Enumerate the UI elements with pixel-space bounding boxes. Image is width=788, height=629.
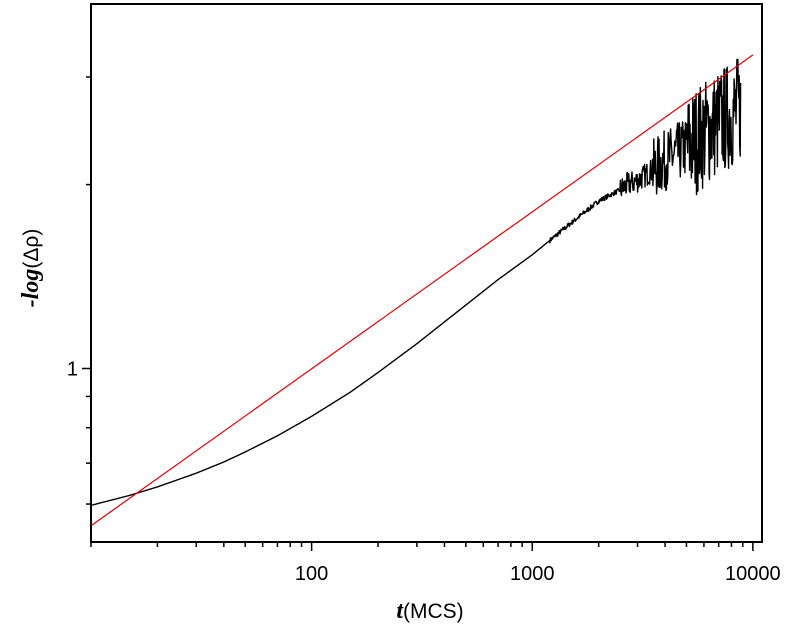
x-tick-label: 1000 bbox=[510, 563, 555, 585]
y-tick-label: 1 bbox=[67, 358, 78, 380]
x-axis-label-italic: t bbox=[396, 598, 404, 624]
axis-ticks bbox=[82, 76, 754, 551]
x-tick-label: 100 bbox=[295, 563, 328, 585]
fit-series-line bbox=[91, 54, 754, 527]
plot-frame bbox=[90, 3, 763, 543]
x-tick-label: 10000 bbox=[725, 563, 781, 585]
x-tick-labels: 100 1000 10000 bbox=[295, 563, 781, 585]
x-axis-label-plain: (MCS) bbox=[403, 600, 464, 623]
y-tick-labels: 1 bbox=[67, 358, 78, 380]
measured-series-line bbox=[91, 58, 742, 507]
y-axis-label-italic: -log bbox=[18, 269, 44, 308]
x-axis-label: t(MCS) bbox=[396, 598, 463, 624]
y-axis-label: -log(Δρ) bbox=[18, 229, 44, 308]
y-axis-label-plain: (Δρ) bbox=[20, 229, 43, 269]
